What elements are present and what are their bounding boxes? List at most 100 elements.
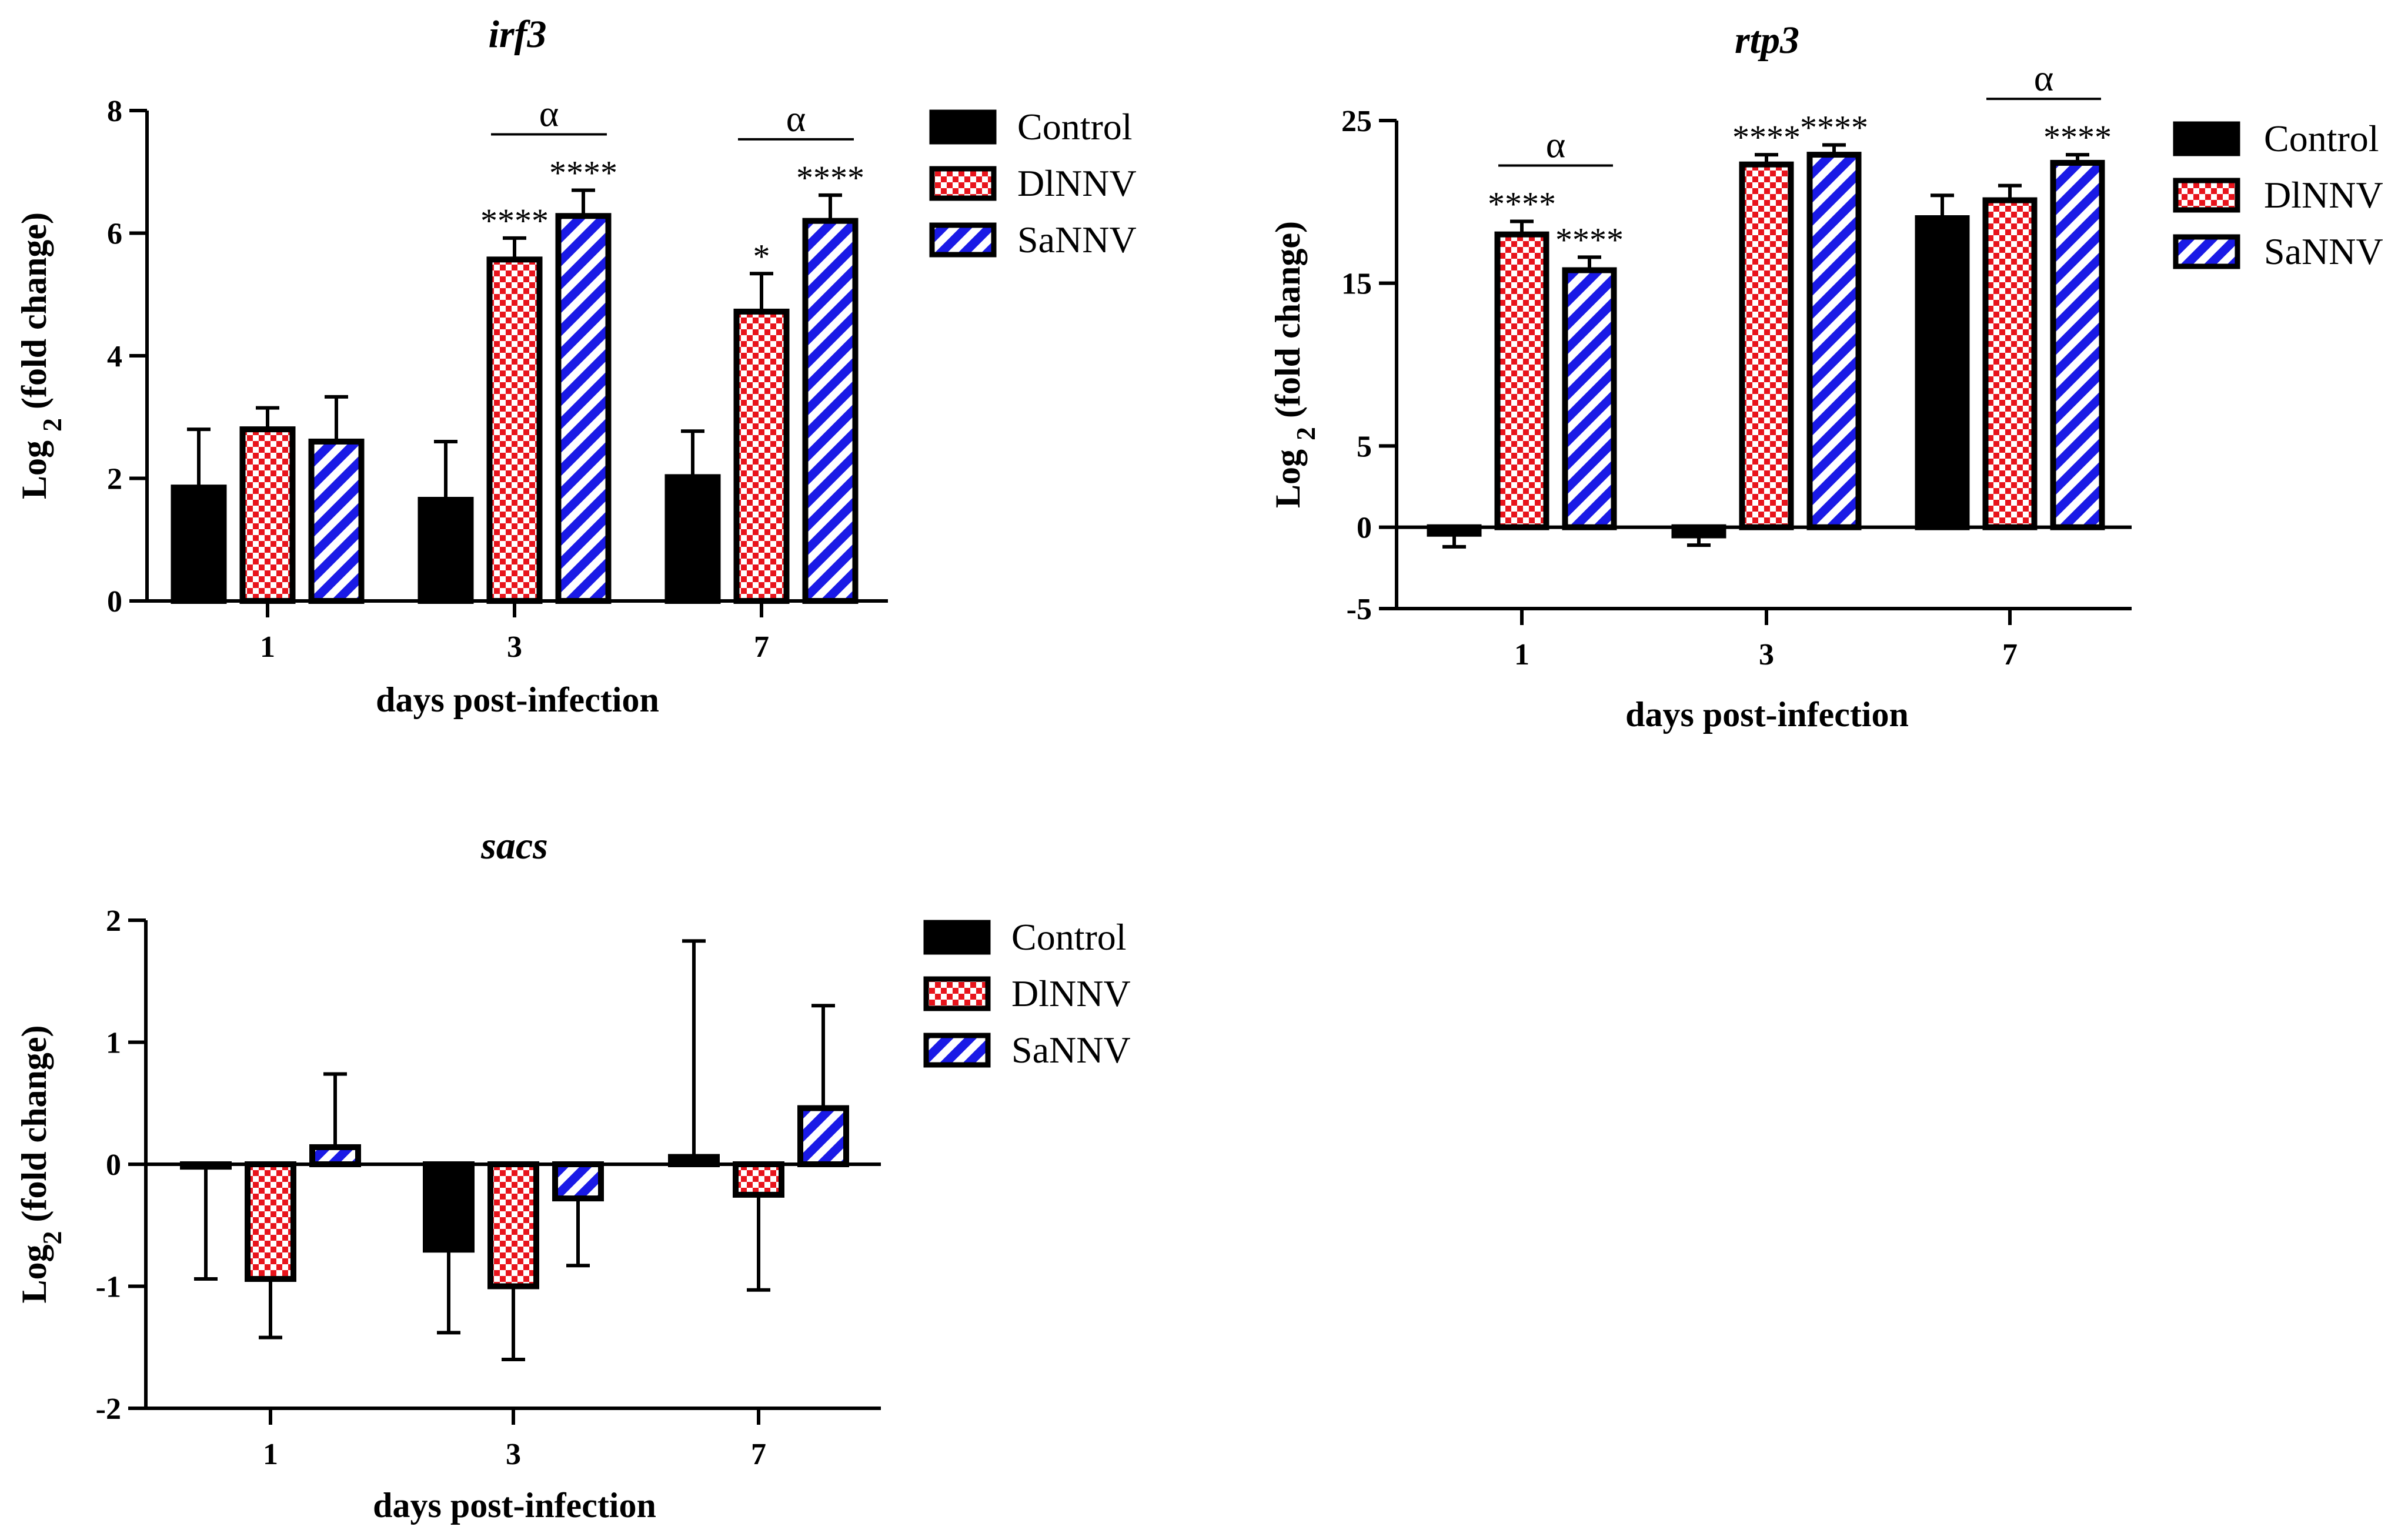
bar-Control-day1 bbox=[1427, 524, 1482, 537]
bar-DlNNV-day3 bbox=[486, 256, 543, 604]
bar-Control-day7 bbox=[1915, 215, 1970, 530]
y-tick-label: -1 bbox=[96, 1271, 121, 1304]
x-axis-label: days post-infection bbox=[1625, 695, 1909, 734]
legend-swatch-SaNNV bbox=[929, 222, 997, 258]
y-axis-label: Log2 (fold change) bbox=[15, 1025, 67, 1303]
y-tick-label: 0 bbox=[106, 1148, 121, 1182]
bar-DlNNV-day1 bbox=[245, 1161, 296, 1282]
bar-Control-day3 bbox=[423, 1161, 475, 1253]
legend: Control DlNNV SaNNV bbox=[929, 106, 1137, 260]
y-tick-label: 0 bbox=[1357, 512, 1372, 545]
chart-irf3: irf3 Log 2 (fold change) 0 2 4 6 8 1 3 7 days post… bbox=[15, 13, 1137, 719]
bar-SaNNV-day1 bbox=[308, 438, 365, 604]
legend-swatch-DlNNV bbox=[929, 166, 997, 201]
legend-swatch-DlNNV bbox=[2173, 178, 2240, 213]
chart-title: rtp3 bbox=[1735, 19, 1799, 62]
legend-label: SaNNV bbox=[2264, 231, 2383, 272]
legend-swatch-SaNNV bbox=[923, 1033, 991, 1068]
bar-DlNNV-day7 bbox=[1982, 197, 2038, 530]
legend-label: Control bbox=[2264, 118, 2379, 159]
y-tick-label: 15 bbox=[1341, 268, 1372, 301]
bar-SaNNV-day1 bbox=[309, 1144, 361, 1167]
y-axis-label-part: (fold change) bbox=[1268, 221, 1307, 427]
legend-swatch-SaNNV bbox=[2173, 234, 2240, 269]
x-axis-label: days post-infection bbox=[373, 1486, 656, 1525]
bar-SaNNV-day7 bbox=[802, 218, 859, 604]
significance-label: * bbox=[753, 237, 770, 275]
charts-root: irf3 Log 2 (fold change) 0 2 4 6 8 1 3 7 days post… bbox=[15, 13, 2383, 1525]
chart-rtp3: rtp3 Log 2 (fold change) -5 0 5 15 25 1 3 7 days p… bbox=[1268, 19, 2383, 734]
bar-DlNNV-day1 bbox=[239, 426, 296, 604]
bar-Control-day7 bbox=[664, 474, 721, 604]
bar-SaNNV-day7 bbox=[2050, 159, 2105, 530]
bracket-label: α bbox=[539, 93, 559, 135]
chart-title: sacs bbox=[480, 824, 548, 867]
significance-label: **** bbox=[1555, 221, 1624, 259]
bracket-label: α bbox=[2034, 57, 2054, 99]
significance-label: **** bbox=[1800, 109, 1868, 147]
bar-Control-day1 bbox=[171, 485, 227, 604]
bar-DlNNV-day3 bbox=[1739, 161, 1794, 530]
bar-SaNNV-day7 bbox=[797, 1105, 849, 1168]
y-axis-label-part: Log bbox=[15, 1244, 54, 1303]
y-axis-label-part: Log bbox=[1268, 440, 1307, 508]
significance-label: **** bbox=[796, 159, 864, 197]
y-tick-label: 5 bbox=[1357, 430, 1372, 463]
legend-swatch-Control bbox=[923, 920, 991, 955]
y-tick-label: 25 bbox=[1341, 105, 1372, 138]
legend-swatch-Control bbox=[2173, 121, 2240, 156]
legend-label: SaNNV bbox=[1011, 1029, 1131, 1071]
y-axis-label-part: Log bbox=[15, 432, 54, 499]
legend-label: Control bbox=[1017, 106, 1133, 148]
bracket-label: α bbox=[1546, 124, 1566, 166]
y-tick-label: 0 bbox=[107, 585, 122, 619]
legend: Control DlNNV SaNNV bbox=[2173, 118, 2383, 272]
significance-label: **** bbox=[1488, 185, 1556, 223]
bar-DlNNV-day7 bbox=[733, 1161, 784, 1198]
y-axis-label-part: (fold change) bbox=[15, 1025, 54, 1231]
y-tick-label: 6 bbox=[107, 218, 122, 251]
legend: Control DlNNV SaNNV bbox=[923, 916, 1131, 1071]
chart-title: irf3 bbox=[489, 13, 547, 56]
y-axis-label: Log 2 (fold change) bbox=[15, 212, 67, 499]
significance-label: **** bbox=[480, 202, 549, 240]
bar-Control-day3 bbox=[418, 496, 474, 604]
y-tick-label: -2 bbox=[96, 1392, 121, 1426]
x-axis-label: days post-infection bbox=[376, 680, 659, 719]
significance-label: **** bbox=[1732, 118, 1801, 156]
legend-label: DlNNV bbox=[1017, 162, 1137, 204]
bar-SaNNV-day3 bbox=[555, 213, 612, 604]
y-tick-label: 2 bbox=[107, 463, 122, 496]
x-tick-label: 7 bbox=[751, 1438, 766, 1471]
legend-label: SaNNV bbox=[1017, 219, 1137, 260]
x-tick-label: 1 bbox=[1514, 638, 1529, 672]
y-axis-label-part: 2 bbox=[37, 1231, 67, 1244]
bar-SaNNV-day3 bbox=[552, 1161, 604, 1202]
bar-Control-day1 bbox=[180, 1161, 232, 1170]
bar-Control-day7 bbox=[668, 1154, 720, 1168]
y-tick-label: 1 bbox=[106, 1027, 121, 1060]
legend-swatch-Control bbox=[929, 109, 997, 145]
y-tick-label: 8 bbox=[107, 95, 122, 128]
bracket-label: α bbox=[786, 98, 806, 139]
bar-DlNNV-day7 bbox=[733, 308, 790, 604]
x-tick-label: 3 bbox=[506, 1438, 521, 1471]
x-tick-label: 3 bbox=[507, 630, 522, 664]
x-tick-label: 1 bbox=[260, 630, 275, 664]
significance-label: **** bbox=[549, 154, 617, 192]
y-tick-label: 2 bbox=[106, 904, 121, 938]
x-tick-label: 3 bbox=[1759, 638, 1774, 672]
bar-SaNNV-day3 bbox=[1806, 152, 1862, 530]
bar-DlNNV-day3 bbox=[487, 1161, 539, 1290]
legend-label: Control bbox=[1011, 916, 1127, 958]
y-axis-label-part: 2 bbox=[1291, 427, 1321, 440]
legend-label: DlNNV bbox=[2264, 174, 2383, 216]
x-tick-label: 1 bbox=[263, 1438, 278, 1471]
legend-label: DlNNV bbox=[1011, 973, 1131, 1014]
x-tick-label: 7 bbox=[2002, 638, 2018, 672]
bar-SaNNV-day1 bbox=[1562, 267, 1617, 530]
x-tick-label: 7 bbox=[754, 630, 769, 664]
y-axis-label-part: (fold change) bbox=[15, 212, 54, 418]
